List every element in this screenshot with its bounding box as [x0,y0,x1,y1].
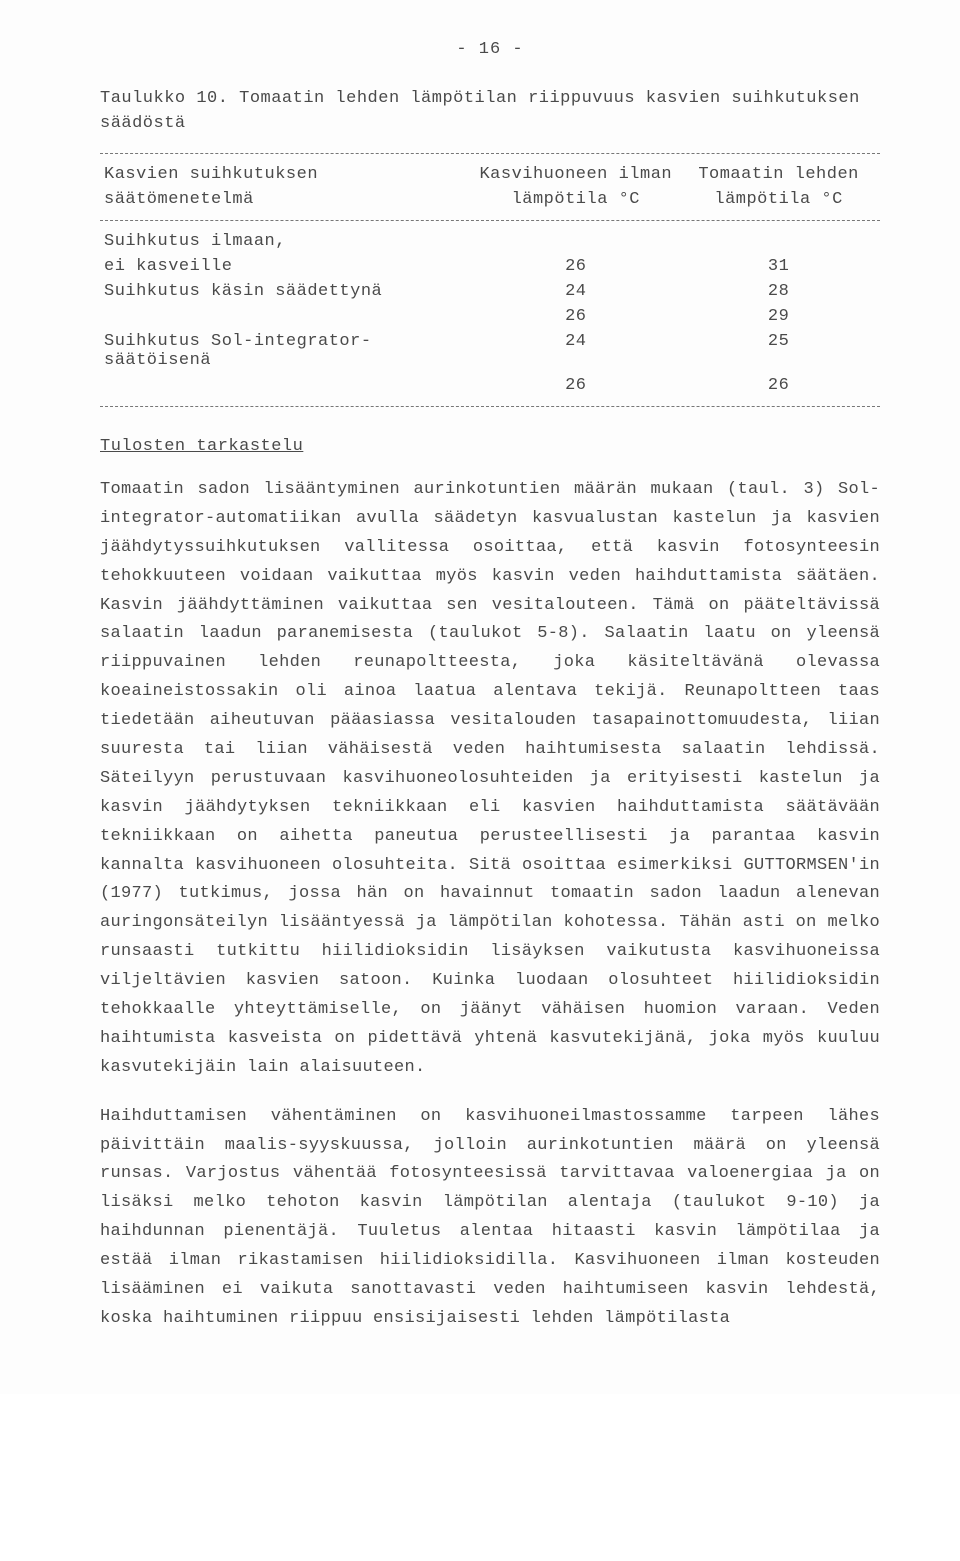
page-number: - 16 - [100,40,880,59]
header-col1-l2: lämpötila °C [474,187,677,212]
table-cell-v2: 31 [677,254,880,279]
table-header-divider [100,220,880,221]
data-table-body: Suihkutus ilmaan, ei kasveille 26 31 Sui… [100,229,880,398]
table-cell-v1: 26 [474,254,677,279]
header-col2-l2: lämpötila °C [677,187,880,212]
header-col2-l1: Tomaatin lehden [677,162,880,187]
header-col1-l1: Kasvihuoneen ilman [474,162,677,187]
table-cell-method [100,373,474,398]
table-row: 26 26 [100,373,880,398]
table-cell-method: Suihkutus Sol-integrator-säätöisenä [100,329,474,373]
table-caption-line2: säädöstä [100,114,880,133]
section-heading: Tulosten tarkastelu [100,437,880,456]
table-cell-v2: 26 [677,373,880,398]
table-bottom-divider [100,406,880,407]
table-row: ei kasveille 26 31 [100,254,880,279]
header-row-1: Kasvien suihkutuksen Kasvihuoneen ilman … [100,162,880,187]
table-cell-v2: 29 [677,304,880,329]
table-cell-v1 [474,229,677,254]
table-cell-method: ei kasveille [100,254,474,279]
header-method-l1: Kasvien suihkutuksen [100,162,474,187]
table-row: Suihkutus käsin säädettynä 24 28 [100,279,880,304]
paragraph-2: Haihduttamisen vähentäminen on kasvihuon… [100,1103,880,1334]
data-table-header: Kasvien suihkutuksen Kasvihuoneen ilman … [100,162,880,212]
table-cell-method: Suihkutus ilmaan, [100,229,474,254]
table-top-divider [100,153,880,154]
table-row: Suihkutus Sol-integrator-säätöisenä 24 2… [100,329,880,373]
table-cell-v1: 24 [474,279,677,304]
header-method-l2: säätömenetelmä [100,187,474,212]
table-cell-v1: 24 [474,329,677,373]
table-cell-v2 [677,229,880,254]
table-cell-v1: 26 [474,304,677,329]
table-row: Suihkutus ilmaan, [100,229,880,254]
table-caption-line1: Taulukko 10. Tomaatin lehden lämpötilan … [100,89,880,108]
paragraph-1: Tomaatin sadon lisääntyminen aurinkotunt… [100,476,880,1083]
table-cell-method: Suihkutus käsin säädettynä [100,279,474,304]
table-cell-method [100,304,474,329]
table-cell-v2: 28 [677,279,880,304]
table-cell-v2: 25 [677,329,880,373]
header-row-2: säätömenetelmä lämpötila °C lämpötila °C [100,187,880,212]
table-cell-v1: 26 [474,373,677,398]
page-container: - 16 - Taulukko 10. Tomaatin lehden lämp… [0,0,960,1394]
table-row: 26 29 [100,304,880,329]
